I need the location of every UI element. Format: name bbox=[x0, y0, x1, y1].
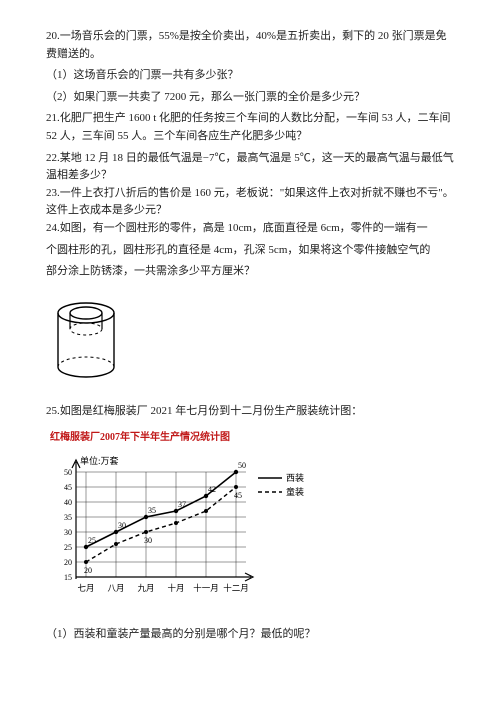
svg-text:20: 20 bbox=[84, 566, 92, 575]
svg-text:35: 35 bbox=[64, 513, 72, 522]
question-24-line2: 个圆柱形的孔，圆柱形孔的直径是 4cm，孔深 5cm，如果将这个零件接触空气的 bbox=[46, 242, 454, 260]
question-20-sub2: （2）如果门票一共卖了 7200 元，那么一张门票的全价是多少元？ bbox=[46, 89, 454, 107]
svg-text:30: 30 bbox=[64, 528, 72, 537]
question-24-line3: 部分涂上防锈漆，一共需涂多少平方厘米？ bbox=[46, 263, 454, 281]
svg-text:20: 20 bbox=[64, 558, 72, 567]
question-20: 20.一场音乐会的门票，55%是按全价卖出，40%是五折卖出，剩下的 20 张门… bbox=[46, 28, 454, 63]
svg-text:十二月: 十二月 bbox=[223, 583, 249, 593]
svg-text:42: 42 bbox=[208, 485, 216, 494]
svg-text:37: 37 bbox=[178, 500, 186, 509]
question-25-sub1: （1）西装和童装产量最高的分别是哪个月？最低的呢？ bbox=[46, 626, 454, 644]
line-chart: 单位:万套 15 20 25 30 35 40 45 50 七月 八月 九月 十月十一月十二月 西装童装 2… bbox=[46, 452, 306, 612]
svg-text:童装: 童装 bbox=[286, 486, 304, 497]
svg-text:50: 50 bbox=[238, 461, 246, 470]
cylinder-diagram bbox=[46, 295, 454, 385]
svg-text:15: 15 bbox=[64, 573, 72, 582]
svg-text:30: 30 bbox=[144, 536, 152, 545]
question-21: 21.化肥厂把生产 1600 t 化肥的任务按三个车间的人数比分配，一车间 53… bbox=[46, 110, 454, 145]
chart-block: 红梅服装厂2007年下半年生产情况统计图 单位:万套 15 20 25 30 35 40 45… bbox=[46, 430, 454, 612]
svg-text:七月: 七月 bbox=[77, 583, 94, 593]
svg-text:50: 50 bbox=[64, 468, 72, 477]
svg-text:八月: 八月 bbox=[107, 583, 124, 593]
svg-text:25: 25 bbox=[88, 536, 96, 545]
svg-text:35: 35 bbox=[148, 506, 156, 515]
question-22: 22.某地 12 月 18 日的最低气温是−7℃，最高气温是 5℃，这一天的最高… bbox=[46, 150, 454, 185]
svg-text:45: 45 bbox=[64, 483, 72, 492]
svg-text:40: 40 bbox=[64, 498, 72, 507]
question-23: 23.一件上衣打八折后的售价是 160 元，老板说："如果这件上衣对折就不赚也不… bbox=[46, 185, 454, 220]
chart-title: 红梅服装厂2007年下半年生产情况统计图 bbox=[50, 430, 454, 446]
question-24-line1: 24.如图，有一个圆柱形的零件，高是 10cm，底面直径是 6cm，零件的一端有… bbox=[46, 220, 454, 238]
svg-text:九月: 九月 bbox=[137, 583, 154, 593]
question-20-sub1: （1）这场音乐会的门票一共有多少张？ bbox=[46, 67, 454, 85]
svg-text:45: 45 bbox=[234, 491, 242, 500]
svg-text:西装: 西装 bbox=[286, 472, 304, 483]
svg-text:十月: 十月 bbox=[167, 583, 184, 593]
page-root: 20.一场音乐会的门票，55%是按全价卖出，40%是五折卖出，剩下的 20 张门… bbox=[0, 0, 500, 668]
svg-text:30: 30 bbox=[118, 521, 126, 530]
svg-text:单位:万套: 单位:万套 bbox=[80, 455, 119, 466]
svg-text:十一月: 十一月 bbox=[193, 583, 219, 593]
question-25: 25.如图是红梅服装厂 2021 年七月份到十二月份生产服装统计图： bbox=[46, 403, 454, 421]
svg-text:25: 25 bbox=[64, 543, 72, 552]
